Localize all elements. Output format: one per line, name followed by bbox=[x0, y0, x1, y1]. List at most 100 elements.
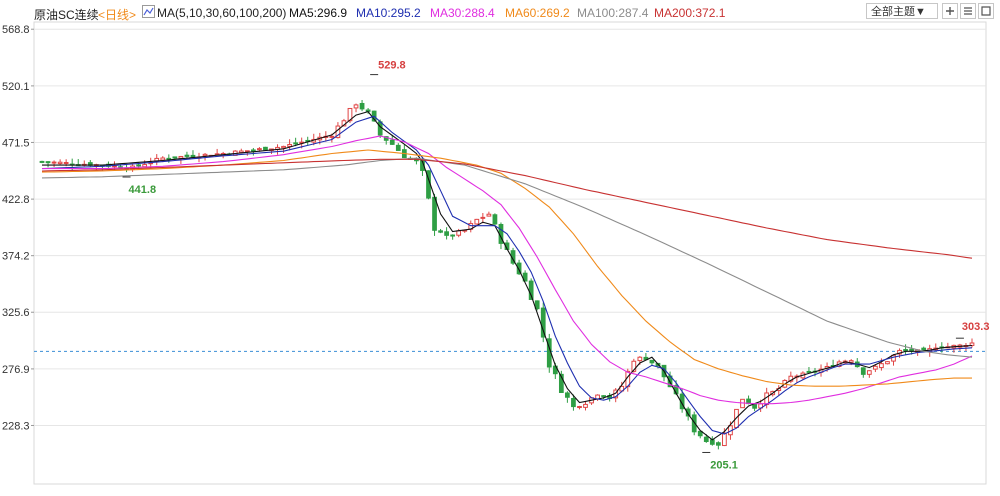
y-tick-label: 422.8 bbox=[2, 194, 30, 206]
ma5-value: MA5:296.9 bbox=[289, 6, 348, 20]
y-tick-label: 228.3 bbox=[2, 420, 30, 432]
candle-body bbox=[395, 144, 401, 151]
add-icon[interactable] bbox=[942, 3, 958, 19]
candle-body bbox=[879, 363, 884, 369]
ma-line-ma30 bbox=[42, 135, 973, 405]
ma30-value: MA30:288.4 bbox=[430, 6, 495, 20]
ma200-value: MA200:372.1 bbox=[654, 6, 726, 20]
list-icon[interactable] bbox=[960, 3, 976, 19]
candle-body bbox=[885, 361, 890, 365]
y-tick-label: 276.9 bbox=[2, 364, 30, 376]
candle-body bbox=[63, 162, 69, 165]
candle-body bbox=[329, 135, 335, 138]
y-tick-label: 325.6 bbox=[2, 307, 30, 319]
candle-body bbox=[377, 121, 383, 136]
ma-line-ma100 bbox=[41, 157, 973, 358]
candle-body bbox=[522, 272, 528, 282]
candle-body bbox=[903, 349, 908, 352]
candle-body bbox=[184, 154, 190, 157]
ma-line-ma60 bbox=[41, 149, 972, 387]
candle-body bbox=[486, 213, 492, 217]
candle-body bbox=[432, 196, 437, 231]
candle-body bbox=[154, 157, 160, 162]
candle-body bbox=[873, 365, 878, 370]
candle-body bbox=[637, 356, 643, 362]
candle-body bbox=[178, 155, 184, 159]
candle-body bbox=[649, 359, 655, 364]
ma-line-ma10 bbox=[41, 115, 973, 435]
annotation-last: 303.3 bbox=[962, 321, 990, 333]
y-tick-label: 568.8 bbox=[2, 24, 30, 36]
candle-body bbox=[631, 360, 637, 372]
candle-body bbox=[136, 164, 141, 167]
candle-body bbox=[51, 161, 57, 164]
candle-body bbox=[281, 145, 286, 149]
plot-frame bbox=[33, 21, 987, 485]
candle-body bbox=[715, 442, 721, 446]
candle-body bbox=[516, 262, 522, 275]
period-selector[interactable]: <日线> bbox=[98, 8, 137, 22]
ma60-value: MA60:269.2 bbox=[505, 6, 570, 20]
candle-body bbox=[172, 156, 178, 159]
candle-body bbox=[492, 214, 498, 225]
candle-body bbox=[806, 370, 812, 373]
candle-body bbox=[293, 142, 299, 145]
candle-body bbox=[709, 439, 715, 445]
candle-body bbox=[263, 146, 268, 151]
candle-body bbox=[697, 430, 703, 437]
candle-body bbox=[353, 104, 359, 109]
ma-settings-icon[interactable] bbox=[142, 5, 155, 18]
candle-body bbox=[474, 218, 480, 225]
candle-body bbox=[848, 360, 854, 363]
ma-line-ma5 bbox=[42, 110, 973, 441]
candle-body bbox=[969, 342, 975, 346]
candle-body bbox=[583, 403, 588, 408]
candle-body bbox=[389, 139, 395, 145]
theme-dropdown[interactable]: 全部主题▼ bbox=[866, 3, 938, 19]
candle-body bbox=[571, 398, 576, 408]
candle-body bbox=[359, 102, 365, 110]
candle-body bbox=[909, 348, 914, 351]
candle-body bbox=[565, 392, 570, 398]
candle-body bbox=[540, 307, 546, 338]
candle-body bbox=[480, 216, 486, 219]
candle-body bbox=[250, 149, 256, 152]
candle-body bbox=[287, 144, 292, 147]
candle-body bbox=[722, 432, 727, 447]
y-tick-label: 520.1 bbox=[2, 81, 30, 93]
candle-body bbox=[866, 370, 872, 375]
candle-body bbox=[558, 373, 564, 393]
candle-body bbox=[703, 436, 709, 443]
y-tick-label: 471.5 bbox=[2, 137, 30, 149]
candle-body bbox=[685, 408, 691, 417]
candle-body bbox=[534, 300, 540, 310]
annotation-high: 529.8 bbox=[378, 60, 406, 72]
candle-body bbox=[57, 161, 63, 165]
annotation-low: 205.1 bbox=[710, 459, 738, 471]
candle-body bbox=[444, 231, 449, 236]
candle-body bbox=[39, 160, 45, 163]
instrument-name: 原油SC连续 bbox=[34, 8, 99, 22]
annotation-low: 441.8 bbox=[129, 184, 157, 196]
candle-body bbox=[45, 161, 51, 164]
candle-body bbox=[601, 395, 606, 398]
candle-body bbox=[202, 153, 208, 157]
candle-body bbox=[450, 234, 456, 237]
candle-body bbox=[577, 406, 582, 409]
candle-body bbox=[257, 148, 262, 151]
expand-icon[interactable] bbox=[978, 3, 994, 19]
candle-body bbox=[190, 154, 196, 158]
ma10-value: MA10:295.2 bbox=[356, 6, 421, 20]
ma-line-ma200 bbox=[41, 158, 973, 259]
candle-body bbox=[244, 150, 250, 153]
chart-header: 原油SC连续 <日线> MA(5,10,30,60,100,200) MA5:2… bbox=[0, 0, 1000, 22]
candle-body bbox=[860, 367, 866, 375]
candle-body bbox=[456, 230, 462, 236]
candle-body bbox=[438, 230, 443, 233]
candle-body bbox=[691, 414, 697, 433]
candle-body bbox=[160, 157, 166, 161]
y-tick-label: 374.2 bbox=[2, 251, 30, 263]
ma-params-label: MA(5,10,30,60,100,200) bbox=[157, 6, 287, 20]
